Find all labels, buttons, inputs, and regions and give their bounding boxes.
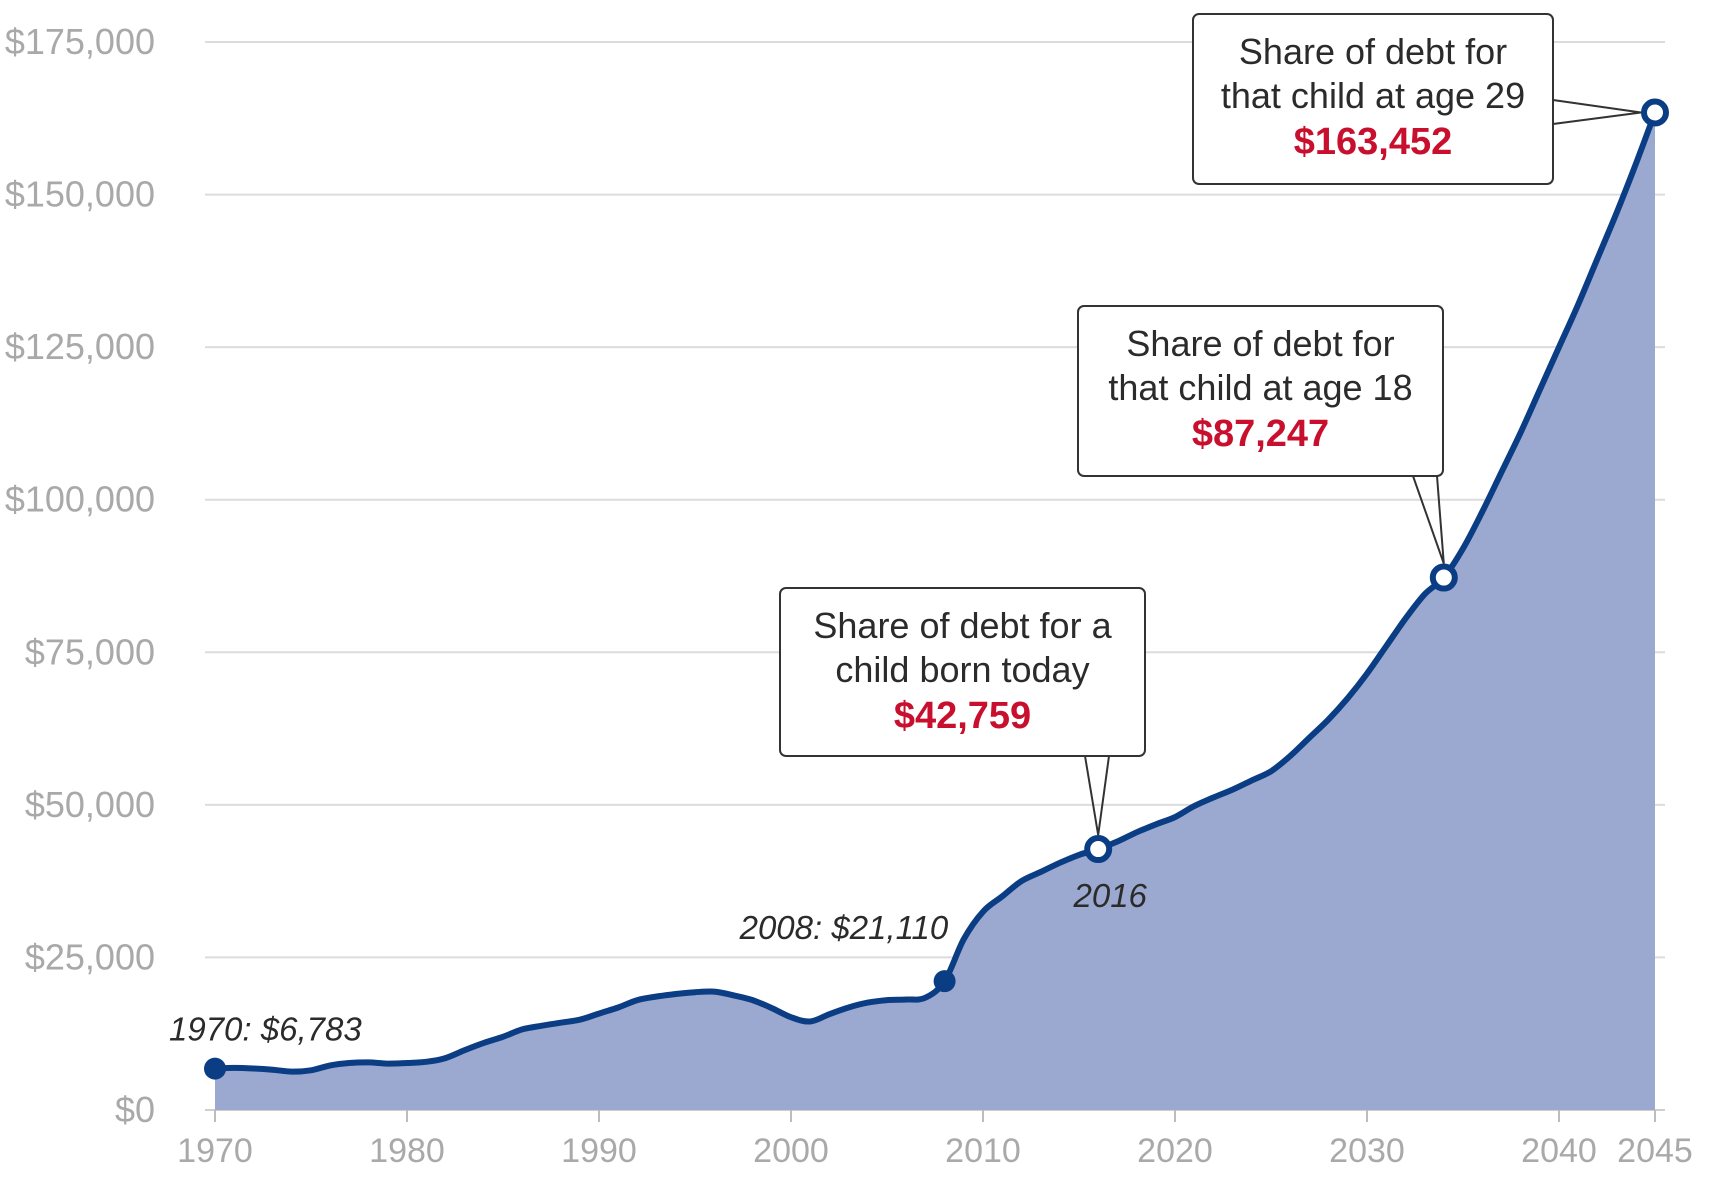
callout-box — [1192, 13, 1554, 185]
decade-band — [407, 42, 599, 1110]
y-tick-label: $75,000 — [25, 631, 155, 672]
y-tick-label: $175,000 — [5, 21, 155, 62]
point-2034 — [1429, 563, 1458, 592]
callout-text: Share of debt for — [1239, 31, 1507, 72]
callout-box — [779, 587, 1146, 757]
x-tick-label: 2040 — [1521, 1132, 1597, 1170]
callout-box — [1077, 305, 1444, 477]
callout-value: $87,247 — [1192, 413, 1329, 455]
y-tick-label: $150,000 — [5, 174, 155, 215]
x-tick-label: 2030 — [1329, 1132, 1405, 1170]
callout-pointer — [1412, 475, 1445, 564]
annotation-marks: 1970: $6,783 2008: $21,110 2016 Share of de… — [169, 13, 1669, 1080]
x-tick-label: 2010 — [945, 1132, 1021, 1170]
callout-pointer — [1084, 755, 1110, 836]
callout-value: $42,759 — [894, 695, 1031, 737]
debt-line — [212, 109, 1658, 1075]
y-tick-label: $50,000 — [25, 784, 155, 825]
y-tick-label: $25,000 — [25, 936, 155, 977]
x-tick-label: 2000 — [753, 1132, 829, 1170]
label-2016: 2016 — [1072, 877, 1147, 914]
x-tick-label: 1970 — [177, 1132, 253, 1170]
y-tick-label: $0 — [115, 1089, 155, 1130]
x-tick-label: 1990 — [561, 1132, 637, 1170]
x-tick-label: 2020 — [1137, 1132, 1213, 1170]
callout-text: that child at age 18 — [1108, 367, 1412, 408]
point-2045 — [1641, 98, 1669, 127]
callout-text: child born today — [835, 649, 1089, 690]
label-2008: 2008: $21,110 — [739, 909, 949, 946]
y-tick-label: $125,000 — [5, 326, 155, 367]
callout-text: Share of debt for a — [813, 605, 1112, 646]
callout-text: that child at age 29 — [1221, 75, 1525, 116]
x-tick-label: 1980 — [369, 1132, 445, 1170]
callout-text: Share of debt for — [1126, 323, 1394, 364]
y-axis: $175,000 $150,000 $125,000 $100,000 $75,000 $… — [5, 21, 155, 1130]
y-tick-label: $100,000 — [5, 479, 155, 520]
label-1970: 1970: $6,783 — [169, 1011, 362, 1048]
x-axis: 1970 1980 1990 2000 2010 2020 2030 2040 2045 — [177, 1109, 1693, 1170]
decade-band — [791, 42, 983, 1110]
callout-value: $163,452 — [1294, 121, 1453, 163]
point-2016 — [1084, 835, 1113, 864]
point-2008 — [933, 970, 956, 993]
x-tick-label: 2045 — [1617, 1132, 1693, 1170]
point-1970 — [204, 1057, 226, 1080]
debt-area — [215, 112, 1655, 1110]
